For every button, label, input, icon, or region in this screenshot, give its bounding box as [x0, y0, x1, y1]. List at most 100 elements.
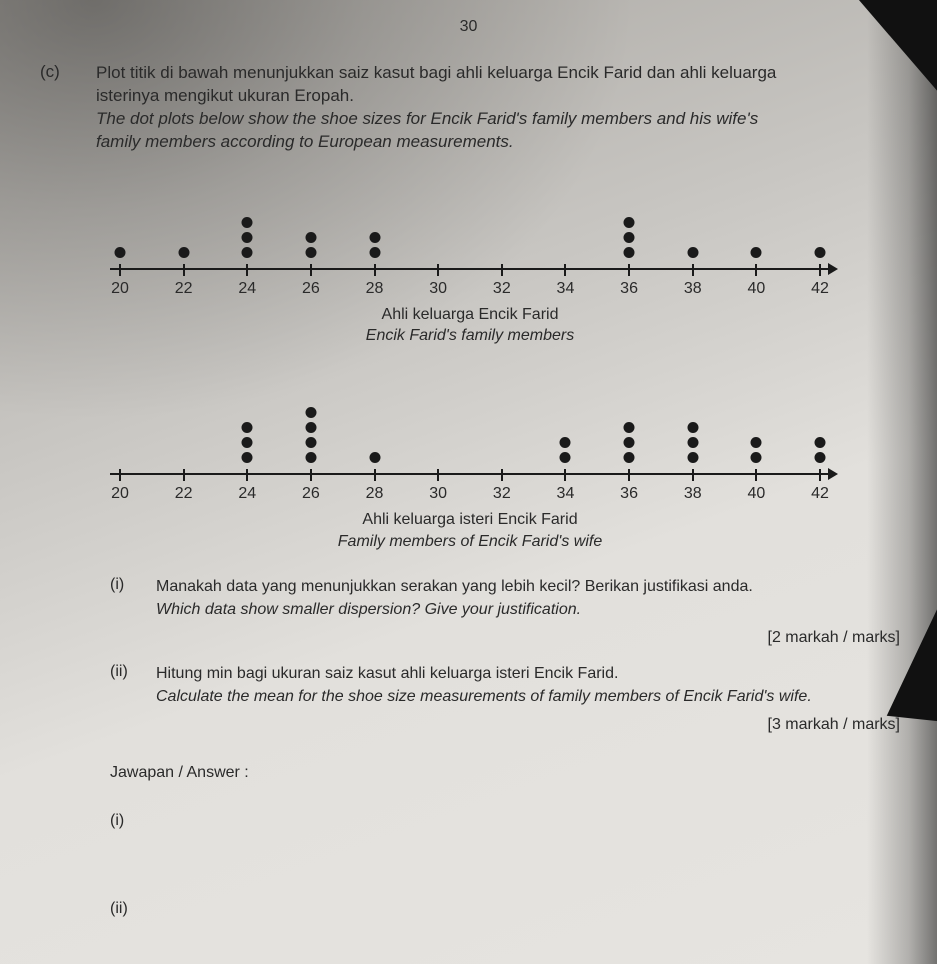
dot — [242, 452, 253, 463]
axis-tick — [628, 264, 630, 276]
question-label: (c) — [40, 62, 96, 154]
axis-tick-label: 42 — [811, 280, 829, 298]
subq-ii-ms: Hitung min bagi ukuran saiz kasut ahli k… — [156, 663, 900, 685]
dot — [687, 422, 698, 433]
axis-tick — [246, 469, 248, 481]
axis-tick — [501, 264, 503, 276]
subquestion-ii: (ii) Hitung min bagi ukuran saiz kasut a… — [110, 663, 900, 736]
dot — [305, 247, 316, 258]
axis-line — [110, 268, 830, 270]
axis-tick — [437, 264, 439, 276]
axis-tick — [755, 469, 757, 481]
axis-tick-label: 20 — [111, 485, 129, 503]
axis-tick-label: 34 — [557, 485, 575, 503]
axis-tick — [437, 469, 439, 481]
dot — [815, 452, 826, 463]
axis-arrow-icon — [828, 468, 838, 480]
dot — [687, 452, 698, 463]
dot — [815, 437, 826, 448]
dot — [369, 247, 380, 258]
dot — [624, 247, 635, 258]
dot — [624, 452, 635, 463]
dot — [369, 452, 380, 463]
axis-tick-label: 28 — [366, 485, 384, 503]
axis-tick-label: 38 — [684, 280, 702, 298]
axis-tick-label: 28 — [366, 280, 384, 298]
axis-tick-label: 32 — [493, 485, 511, 503]
subq-ii-marks: [3 markah / marks] — [156, 714, 900, 736]
axis-tick-label: 24 — [238, 280, 256, 298]
subq-i-ms: Manakah data yang menunjukkan serakan ya… — [156, 576, 900, 598]
axis-tick — [564, 264, 566, 276]
dot — [305, 232, 316, 243]
axis-tick-label: 42 — [811, 485, 829, 503]
subquestion-i: (i) Manakah data yang menunjukkan seraka… — [110, 576, 900, 649]
axis-tick-label: 26 — [302, 485, 320, 503]
dot — [624, 217, 635, 228]
question-c: (c) Plot titik di bawah menunjukkan saiz… — [40, 62, 900, 154]
plot1-caption: Ahli keluarga Encik Farid Encik Farid's … — [110, 304, 830, 347]
axis-tick — [628, 469, 630, 481]
axis-tick-label: 36 — [620, 280, 638, 298]
q-ms-line2: isterinya mengikut ukuran Eropah. — [96, 85, 900, 108]
axis-tick-label: 34 — [557, 280, 575, 298]
axis-tick-label: 32 — [493, 280, 511, 298]
dot — [560, 452, 571, 463]
dot — [242, 232, 253, 243]
q-ms-line1: Plot titik di bawah menunjukkan saiz kas… — [96, 62, 900, 85]
axis-tick-label: 30 — [429, 280, 447, 298]
axis-tick — [119, 264, 121, 276]
dot — [624, 232, 635, 243]
axis-arrow-icon — [828, 263, 838, 275]
axis-tick-label: 40 — [747, 280, 765, 298]
axis-line — [110, 473, 830, 475]
subq-i-en: Which data show smaller dispersion? Give… — [156, 599, 900, 621]
axis-tick — [183, 264, 185, 276]
axis-tick-label: 36 — [620, 485, 638, 503]
question-content: (c) Plot titik di bawah menunjukkan saiz… — [40, 62, 900, 918]
axis-tick — [374, 264, 376, 276]
plot2-caption-ms: Ahli keluarga isteri Encik Farid — [110, 509, 830, 531]
subq-i-body: Manakah data yang menunjukkan serakan ya… — [156, 576, 900, 649]
dot — [815, 247, 826, 258]
dot — [751, 452, 762, 463]
dot — [624, 437, 635, 448]
axis-tick — [310, 469, 312, 481]
dot — [560, 437, 571, 448]
subq-ii-label: (ii) — [110, 663, 156, 736]
axis-tick-label: 24 — [238, 485, 256, 503]
axis-tick — [119, 469, 121, 481]
dot — [687, 437, 698, 448]
q-en-line2: family members according to European mea… — [96, 131, 900, 154]
axis-tick — [564, 469, 566, 481]
page-number: 30 — [0, 18, 937, 36]
axis-tick — [819, 469, 821, 481]
plot2-caption: Ahli keluarga isteri Encik Farid Family … — [110, 509, 830, 552]
dot — [305, 422, 316, 433]
dot — [687, 247, 698, 258]
dot — [305, 437, 316, 448]
subq-ii-en: Calculate the mean for the shoe size mea… — [156, 686, 900, 708]
dot — [242, 217, 253, 228]
dot — [751, 247, 762, 258]
answer-ii-label: (ii) — [110, 900, 900, 918]
dot — [369, 232, 380, 243]
axis-tick — [310, 264, 312, 276]
question-body: Plot titik di bawah menunjukkan saiz kas… — [96, 62, 900, 154]
dotplot-2-wrap: 202224262830323436384042 Ahli keluarga i… — [110, 387, 830, 552]
axis-tick-label: 26 — [302, 280, 320, 298]
dot — [751, 437, 762, 448]
q-en-line1: The dot plots below show the shoe sizes … — [96, 108, 900, 131]
axis-tick — [501, 469, 503, 481]
axis-tick — [755, 264, 757, 276]
dot — [624, 422, 635, 433]
dot — [242, 437, 253, 448]
axis-tick — [692, 469, 694, 481]
subq-i-marks: [2 markah / marks] — [156, 627, 900, 649]
answer-header: Jawapan / Answer : — [110, 764, 900, 782]
axis-tick-label: 22 — [175, 485, 193, 503]
axis-tick-label: 22 — [175, 280, 193, 298]
dotplot-2: 202224262830323436384042 — [110, 387, 830, 505]
dot — [115, 247, 126, 258]
plot1-caption-ms: Ahli keluarga Encik Farid — [110, 304, 830, 326]
